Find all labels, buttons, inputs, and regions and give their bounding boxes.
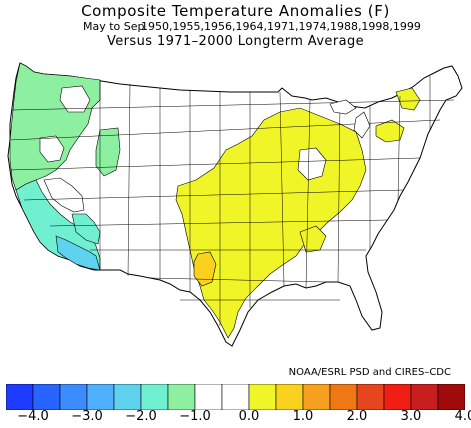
region-oregon-white [39, 135, 65, 163]
map-title: Composite Temperature Anomalies (F) [81, 2, 390, 20]
legend-tick-label: 2.0 [346, 409, 368, 424]
color-legend [6, 384, 465, 410]
legend-swatch [194, 384, 223, 410]
legend-tick-label: 0.0 [238, 409, 260, 424]
legend-tick-label: −3.0 [71, 409, 103, 424]
legend-swatch [356, 384, 385, 410]
great-lakes [329, 99, 371, 139]
baseline-subtitle: Versus 1971–2000 Longterm Average [107, 34, 364, 49]
region-nevada-white [43, 177, 85, 213]
legend-swatch [86, 384, 115, 410]
legend-swatch [221, 384, 250, 410]
region-great-lakes-warm [375, 119, 405, 143]
region-northeast-warm [395, 87, 421, 111]
region-southeast-warm [299, 225, 327, 253]
legend-tick-label: 4.0 [454, 409, 471, 424]
legend-swatch [59, 384, 88, 410]
data-credit: NOAA/ESRL PSD and CIRES–CDC [288, 367, 451, 378]
legend-swatch [329, 384, 358, 410]
period-label: May to Sep [83, 20, 145, 33]
legend-swatch [32, 384, 61, 410]
legend-swatch [410, 384, 439, 410]
legend-tick-label: −1.0 [179, 409, 211, 424]
legend-swatch [275, 384, 304, 410]
legend-swatch [248, 384, 277, 410]
legend-swatch [140, 384, 169, 410]
legend-swatch [437, 384, 465, 410]
legend-swatch [302, 384, 331, 410]
region-washington-inset [59, 85, 91, 113]
legend-ticks: −4.0 −3.0 −2.0 −1.0 0.0 1.0 2.0 3.0 4.0 [0, 409, 471, 425]
composite-years: 1950,1955,1956,1964,1971,1974,1988,1998,… [141, 20, 421, 33]
region-texas-hotspot [193, 251, 217, 287]
legend-tick-label: 1.0 [292, 409, 314, 424]
legend-tick-label: 3.0 [400, 409, 422, 424]
legend-swatch [113, 384, 142, 410]
region-midwest-white-patch [297, 147, 327, 181]
legend-swatch [6, 384, 34, 410]
legend-tick-label: −2.0 [125, 409, 157, 424]
legend-tick-label: −4.0 [17, 409, 49, 424]
region-idaho-cool [95, 127, 121, 177]
legend-swatch [383, 384, 412, 410]
region-arizona-desert [71, 213, 101, 245]
legend-swatch [167, 384, 196, 410]
